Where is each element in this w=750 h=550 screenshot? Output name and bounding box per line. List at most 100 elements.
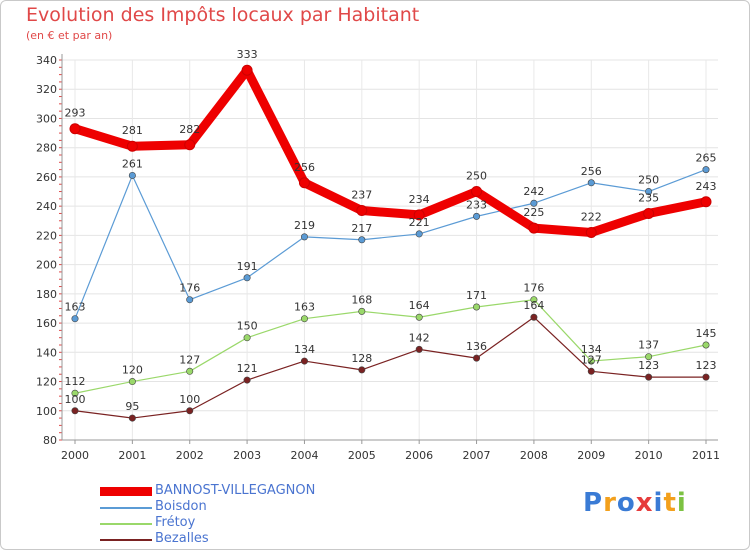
data-point bbox=[415, 313, 423, 321]
data-point bbox=[587, 357, 595, 365]
data-point bbox=[530, 313, 538, 321]
data-point bbox=[587, 367, 595, 375]
data-point bbox=[186, 407, 194, 415]
x-tick-label: 2007 bbox=[463, 449, 491, 462]
data-point bbox=[645, 373, 653, 381]
data-label: 234 bbox=[409, 193, 430, 206]
data-point bbox=[471, 186, 483, 198]
data-label: 142 bbox=[409, 331, 430, 344]
data-point bbox=[184, 139, 196, 151]
legend-swatch bbox=[100, 487, 152, 496]
data-point bbox=[300, 233, 308, 241]
data-point bbox=[186, 367, 194, 375]
data-point bbox=[415, 345, 423, 353]
x-tick-label: 2005 bbox=[348, 449, 376, 462]
proxiti-logo: Proxiti bbox=[583, 488, 687, 518]
chart-subtitle: (en € et par an) bbox=[26, 29, 113, 42]
y-tick-label: 80 bbox=[43, 434, 57, 447]
data-point bbox=[530, 296, 538, 304]
data-point bbox=[473, 354, 481, 362]
data-label: 281 bbox=[122, 124, 143, 137]
data-point bbox=[71, 389, 79, 397]
data-label: 293 bbox=[65, 107, 86, 120]
data-point bbox=[241, 64, 253, 76]
y-tick-label: 120 bbox=[36, 376, 57, 389]
data-point bbox=[300, 315, 308, 323]
data-label: 136 bbox=[466, 340, 487, 353]
data-label: 221 bbox=[409, 216, 430, 229]
logo-letter: x bbox=[635, 488, 654, 518]
legend-label: Bezalles bbox=[155, 531, 209, 546]
data-point bbox=[128, 378, 136, 386]
data-label: 120 bbox=[122, 364, 143, 377]
y-tick-label: 200 bbox=[36, 259, 57, 272]
x-tick-label: 2004 bbox=[290, 449, 318, 462]
data-label: 123 bbox=[696, 359, 717, 372]
data-label: 333 bbox=[237, 48, 258, 61]
data-point bbox=[413, 209, 425, 221]
legend-label: BANNOST-VILLEGAGNON bbox=[155, 483, 316, 498]
y-tick-label: 320 bbox=[36, 83, 57, 96]
data-label: 128 bbox=[351, 352, 372, 365]
data-point bbox=[300, 357, 308, 365]
data-label: 217 bbox=[351, 222, 372, 235]
data-label: 242 bbox=[523, 185, 544, 198]
legend-swatch bbox=[100, 507, 152, 509]
logo-letter: P bbox=[583, 488, 604, 518]
x-tick-label: 2000 bbox=[61, 449, 89, 462]
data-point bbox=[702, 166, 710, 174]
data-label: 235 bbox=[638, 191, 659, 204]
data-point bbox=[700, 196, 712, 208]
data-label: 265 bbox=[696, 152, 717, 165]
data-point bbox=[645, 353, 653, 361]
data-label: 150 bbox=[237, 320, 258, 333]
data-labels: 293 281 282 333 256 237 234 250 225 222 235 243 163 2… bbox=[65, 48, 717, 413]
data-point bbox=[128, 171, 136, 179]
data-label: 168 bbox=[351, 293, 372, 306]
data-point bbox=[243, 376, 251, 384]
data-point bbox=[128, 414, 136, 422]
y-tick-label: 260 bbox=[36, 171, 57, 184]
y-tick-label: 280 bbox=[36, 142, 57, 155]
data-label: 282 bbox=[179, 123, 200, 136]
x-tick-label: 2008 bbox=[520, 449, 548, 462]
x-tick-label: 2003 bbox=[233, 449, 261, 462]
data-point bbox=[358, 236, 366, 244]
data-point bbox=[71, 315, 79, 323]
data-point bbox=[126, 140, 138, 152]
data-label: 219 bbox=[294, 219, 315, 232]
chart-title: Evolution des Impôts locaux par Habitant bbox=[26, 4, 420, 26]
data-label: 100 bbox=[65, 393, 86, 406]
data-point bbox=[473, 303, 481, 311]
data-point bbox=[702, 373, 710, 381]
data-point bbox=[587, 179, 595, 187]
data-label: 256 bbox=[294, 161, 315, 174]
data-label: 137 bbox=[638, 339, 659, 352]
y-tick-label: 140 bbox=[36, 346, 57, 359]
logo-letter: i bbox=[653, 488, 664, 518]
data-point bbox=[243, 274, 251, 282]
data-label: 176 bbox=[523, 282, 544, 295]
data-label: 222 bbox=[581, 210, 602, 223]
series-line bbox=[70, 65, 711, 237]
data-label: 145 bbox=[696, 327, 717, 340]
data-point bbox=[298, 177, 310, 189]
y-tick-label: 100 bbox=[36, 405, 57, 418]
data-point bbox=[356, 205, 368, 217]
data-label: 171 bbox=[466, 289, 487, 302]
data-point bbox=[585, 226, 597, 238]
data-point bbox=[243, 334, 251, 342]
legend-swatch bbox=[100, 539, 152, 541]
y-tick-label: 300 bbox=[36, 112, 57, 125]
series-lines bbox=[69, 64, 712, 422]
x-tick-label: 2001 bbox=[118, 449, 146, 462]
data-label: 164 bbox=[409, 299, 430, 312]
data-point bbox=[473, 212, 481, 220]
data-point bbox=[71, 407, 79, 415]
y-tick-label: 220 bbox=[36, 229, 57, 242]
logo-letter: t bbox=[663, 488, 677, 518]
data-label: 256 bbox=[581, 165, 602, 178]
data-label: 123 bbox=[638, 359, 659, 372]
